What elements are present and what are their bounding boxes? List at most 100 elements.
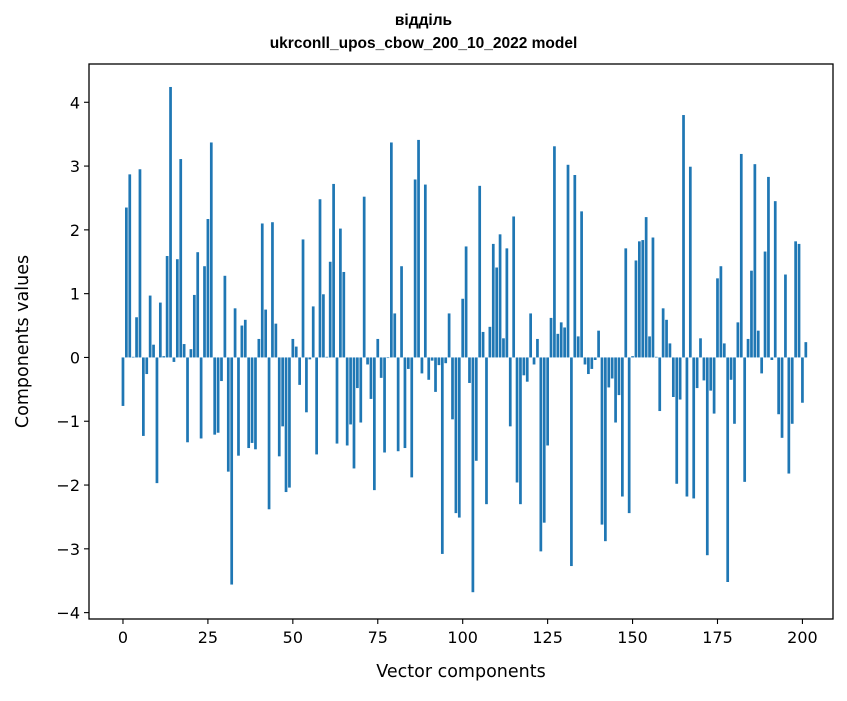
bar — [627, 357, 631, 514]
x-tick-label: 0 — [118, 628, 128, 647]
bar — [784, 274, 787, 358]
x-tick-label: 175 — [702, 628, 733, 647]
bar — [474, 357, 478, 461]
bar — [777, 357, 780, 415]
bar — [315, 357, 318, 455]
bar — [536, 338, 539, 358]
bar — [654, 356, 658, 358]
bar — [634, 260, 638, 358]
bar — [631, 356, 634, 358]
bar — [220, 357, 223, 382]
x-axis-label: Vector components — [376, 662, 545, 682]
bar — [682, 115, 685, 358]
bar — [325, 356, 329, 358]
bar — [172, 357, 176, 362]
bar — [277, 357, 281, 457]
bar — [515, 357, 519, 483]
bar — [756, 330, 760, 358]
bar — [322, 294, 325, 358]
bar — [386, 357, 390, 359]
bar — [352, 357, 356, 469]
bar — [580, 211, 583, 358]
bar — [617, 357, 621, 396]
bar — [189, 349, 193, 358]
bar — [597, 330, 600, 358]
bar — [675, 357, 679, 484]
bar — [519, 357, 522, 505]
bar — [233, 308, 237, 358]
bar — [485, 357, 488, 505]
bar — [281, 357, 284, 427]
bar — [301, 239, 305, 358]
bar — [356, 357, 359, 389]
bar — [447, 313, 451, 358]
bar — [125, 207, 128, 358]
y-tick-label: −4 — [56, 604, 80, 623]
bar — [294, 346, 298, 358]
bar — [651, 237, 655, 358]
bar — [767, 176, 770, 358]
y-tick-label: −3 — [56, 540, 80, 559]
x-tick-label: 125 — [532, 628, 563, 647]
bar — [359, 357, 363, 423]
x-tick-label: 25 — [198, 628, 218, 647]
bar — [240, 325, 244, 358]
y-tick-label: 0 — [70, 348, 80, 367]
bar — [559, 322, 563, 358]
bar — [743, 357, 747, 482]
bar — [539, 357, 543, 552]
bar — [437, 357, 441, 366]
bar — [726, 357, 730, 582]
bar — [318, 199, 322, 358]
bar — [583, 357, 587, 365]
bar — [390, 142, 393, 358]
bar — [451, 357, 454, 420]
bar — [773, 201, 777, 358]
bar — [787, 357, 791, 474]
bar — [434, 357, 437, 392]
bar — [712, 357, 716, 414]
bar — [614, 357, 617, 423]
bar — [804, 342, 808, 358]
x-tick-label: 150 — [617, 628, 648, 647]
bar — [604, 357, 607, 542]
bar — [573, 175, 577, 358]
bar — [733, 357, 736, 424]
bar — [196, 252, 200, 358]
bar — [169, 86, 172, 358]
x-axis: 0 25 50 75 100 125 150 175 200 — [118, 619, 818, 647]
bar — [556, 333, 560, 358]
bar — [417, 139, 420, 358]
bar — [175, 259, 179, 358]
bar — [464, 246, 468, 358]
bar — [638, 241, 641, 358]
bar — [237, 357, 240, 456]
bar — [648, 336, 651, 358]
bar — [250, 357, 254, 443]
bar — [705, 357, 709, 556]
bar — [685, 357, 689, 497]
bar — [542, 357, 546, 523]
bar — [746, 338, 750, 358]
bar — [223, 275, 227, 358]
bar — [148, 295, 152, 358]
bar-series — [121, 86, 808, 593]
y-tick-label: 3 — [70, 157, 80, 176]
bar — [753, 164, 757, 358]
chart-title-word: відділь — [394, 12, 453, 29]
y-axis: −4 −3 −2 −1 0 1 2 3 4 — [56, 93, 89, 623]
bar — [770, 357, 774, 360]
bar — [699, 338, 702, 358]
bar — [373, 357, 376, 491]
bar — [678, 357, 682, 400]
bar — [186, 357, 189, 443]
bar — [529, 313, 532, 358]
bar — [481, 331, 485, 358]
bar — [454, 357, 458, 514]
bar — [131, 356, 135, 358]
bar — [692, 357, 696, 499]
bar — [192, 294, 196, 358]
bar — [311, 306, 315, 358]
bar — [379, 357, 383, 378]
bar — [522, 357, 526, 376]
